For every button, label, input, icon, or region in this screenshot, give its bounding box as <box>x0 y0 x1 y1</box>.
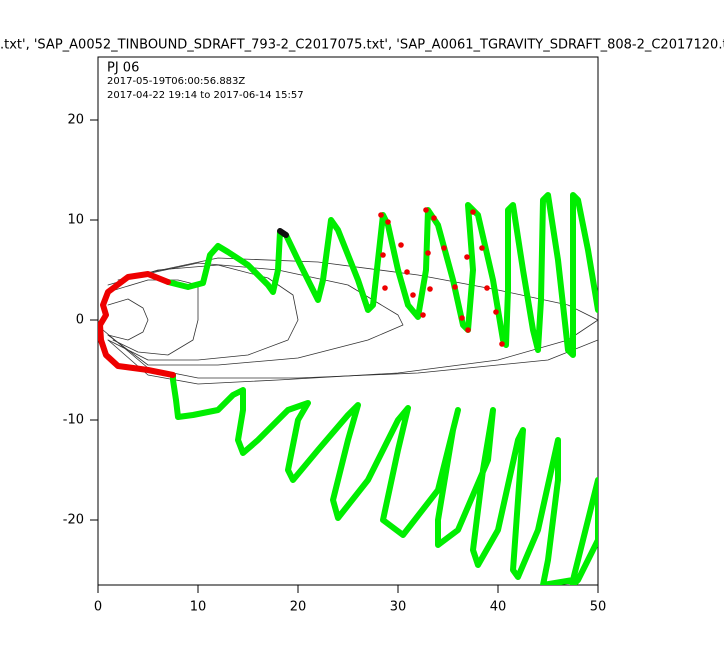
trajectory-line <box>102 329 598 379</box>
marker <box>493 309 499 315</box>
marker <box>464 254 470 260</box>
marker <box>380 252 386 258</box>
y-tick-label: -20 <box>63 513 84 528</box>
trajectory-line <box>170 372 598 585</box>
trajectory-line <box>107 257 598 385</box>
trajectory-line <box>277 228 289 238</box>
trajectory-line <box>107 298 149 341</box>
marker <box>452 284 458 290</box>
x-tick-label: 20 <box>290 600 307 615</box>
chart-title: .txt', 'SAP_A0052_TINBOUND_SDRAFT_793-2_… <box>0 38 724 53</box>
x-tick-label: 30 <box>390 600 407 615</box>
marker <box>378 212 384 218</box>
x-tick-label: 0 <box>94 600 102 615</box>
marker <box>465 327 471 333</box>
marker <box>499 341 505 347</box>
x-tick-label: 40 <box>490 600 507 615</box>
trajectory-line <box>98 271 176 378</box>
marker <box>420 312 426 318</box>
marker <box>441 245 447 251</box>
marker <box>431 215 437 221</box>
marker <box>410 292 416 298</box>
trajectory-line <box>107 279 199 356</box>
x-tick-label: 50 <box>590 600 607 615</box>
marker <box>398 242 404 248</box>
x-tick-label: 10 <box>190 600 207 615</box>
marker <box>423 207 429 213</box>
marker <box>479 245 485 251</box>
plot-frame <box>97 56 599 586</box>
plot-area <box>98 192 598 585</box>
annotation: 2017-04-22 19:14 to 2017-06-14 15:57 <box>107 90 304 101</box>
y-tick-label: 0 <box>76 313 84 328</box>
marker <box>382 285 388 291</box>
trajectory-line <box>107 264 299 361</box>
y-tick-label: -10 <box>63 413 84 428</box>
annotation: PJ 06 <box>107 61 139 76</box>
y-tick-label: 20 <box>67 113 84 128</box>
marker <box>459 315 465 321</box>
marker <box>425 250 431 256</box>
annotation: 2017-05-19T06:00:56.883Z <box>107 76 245 87</box>
y-tick-label: 10 <box>67 213 84 228</box>
trajectory-line <box>165 192 598 358</box>
marker <box>404 269 410 275</box>
marker <box>385 219 391 225</box>
marker <box>427 286 433 292</box>
marker <box>484 285 490 291</box>
marker <box>470 209 476 215</box>
